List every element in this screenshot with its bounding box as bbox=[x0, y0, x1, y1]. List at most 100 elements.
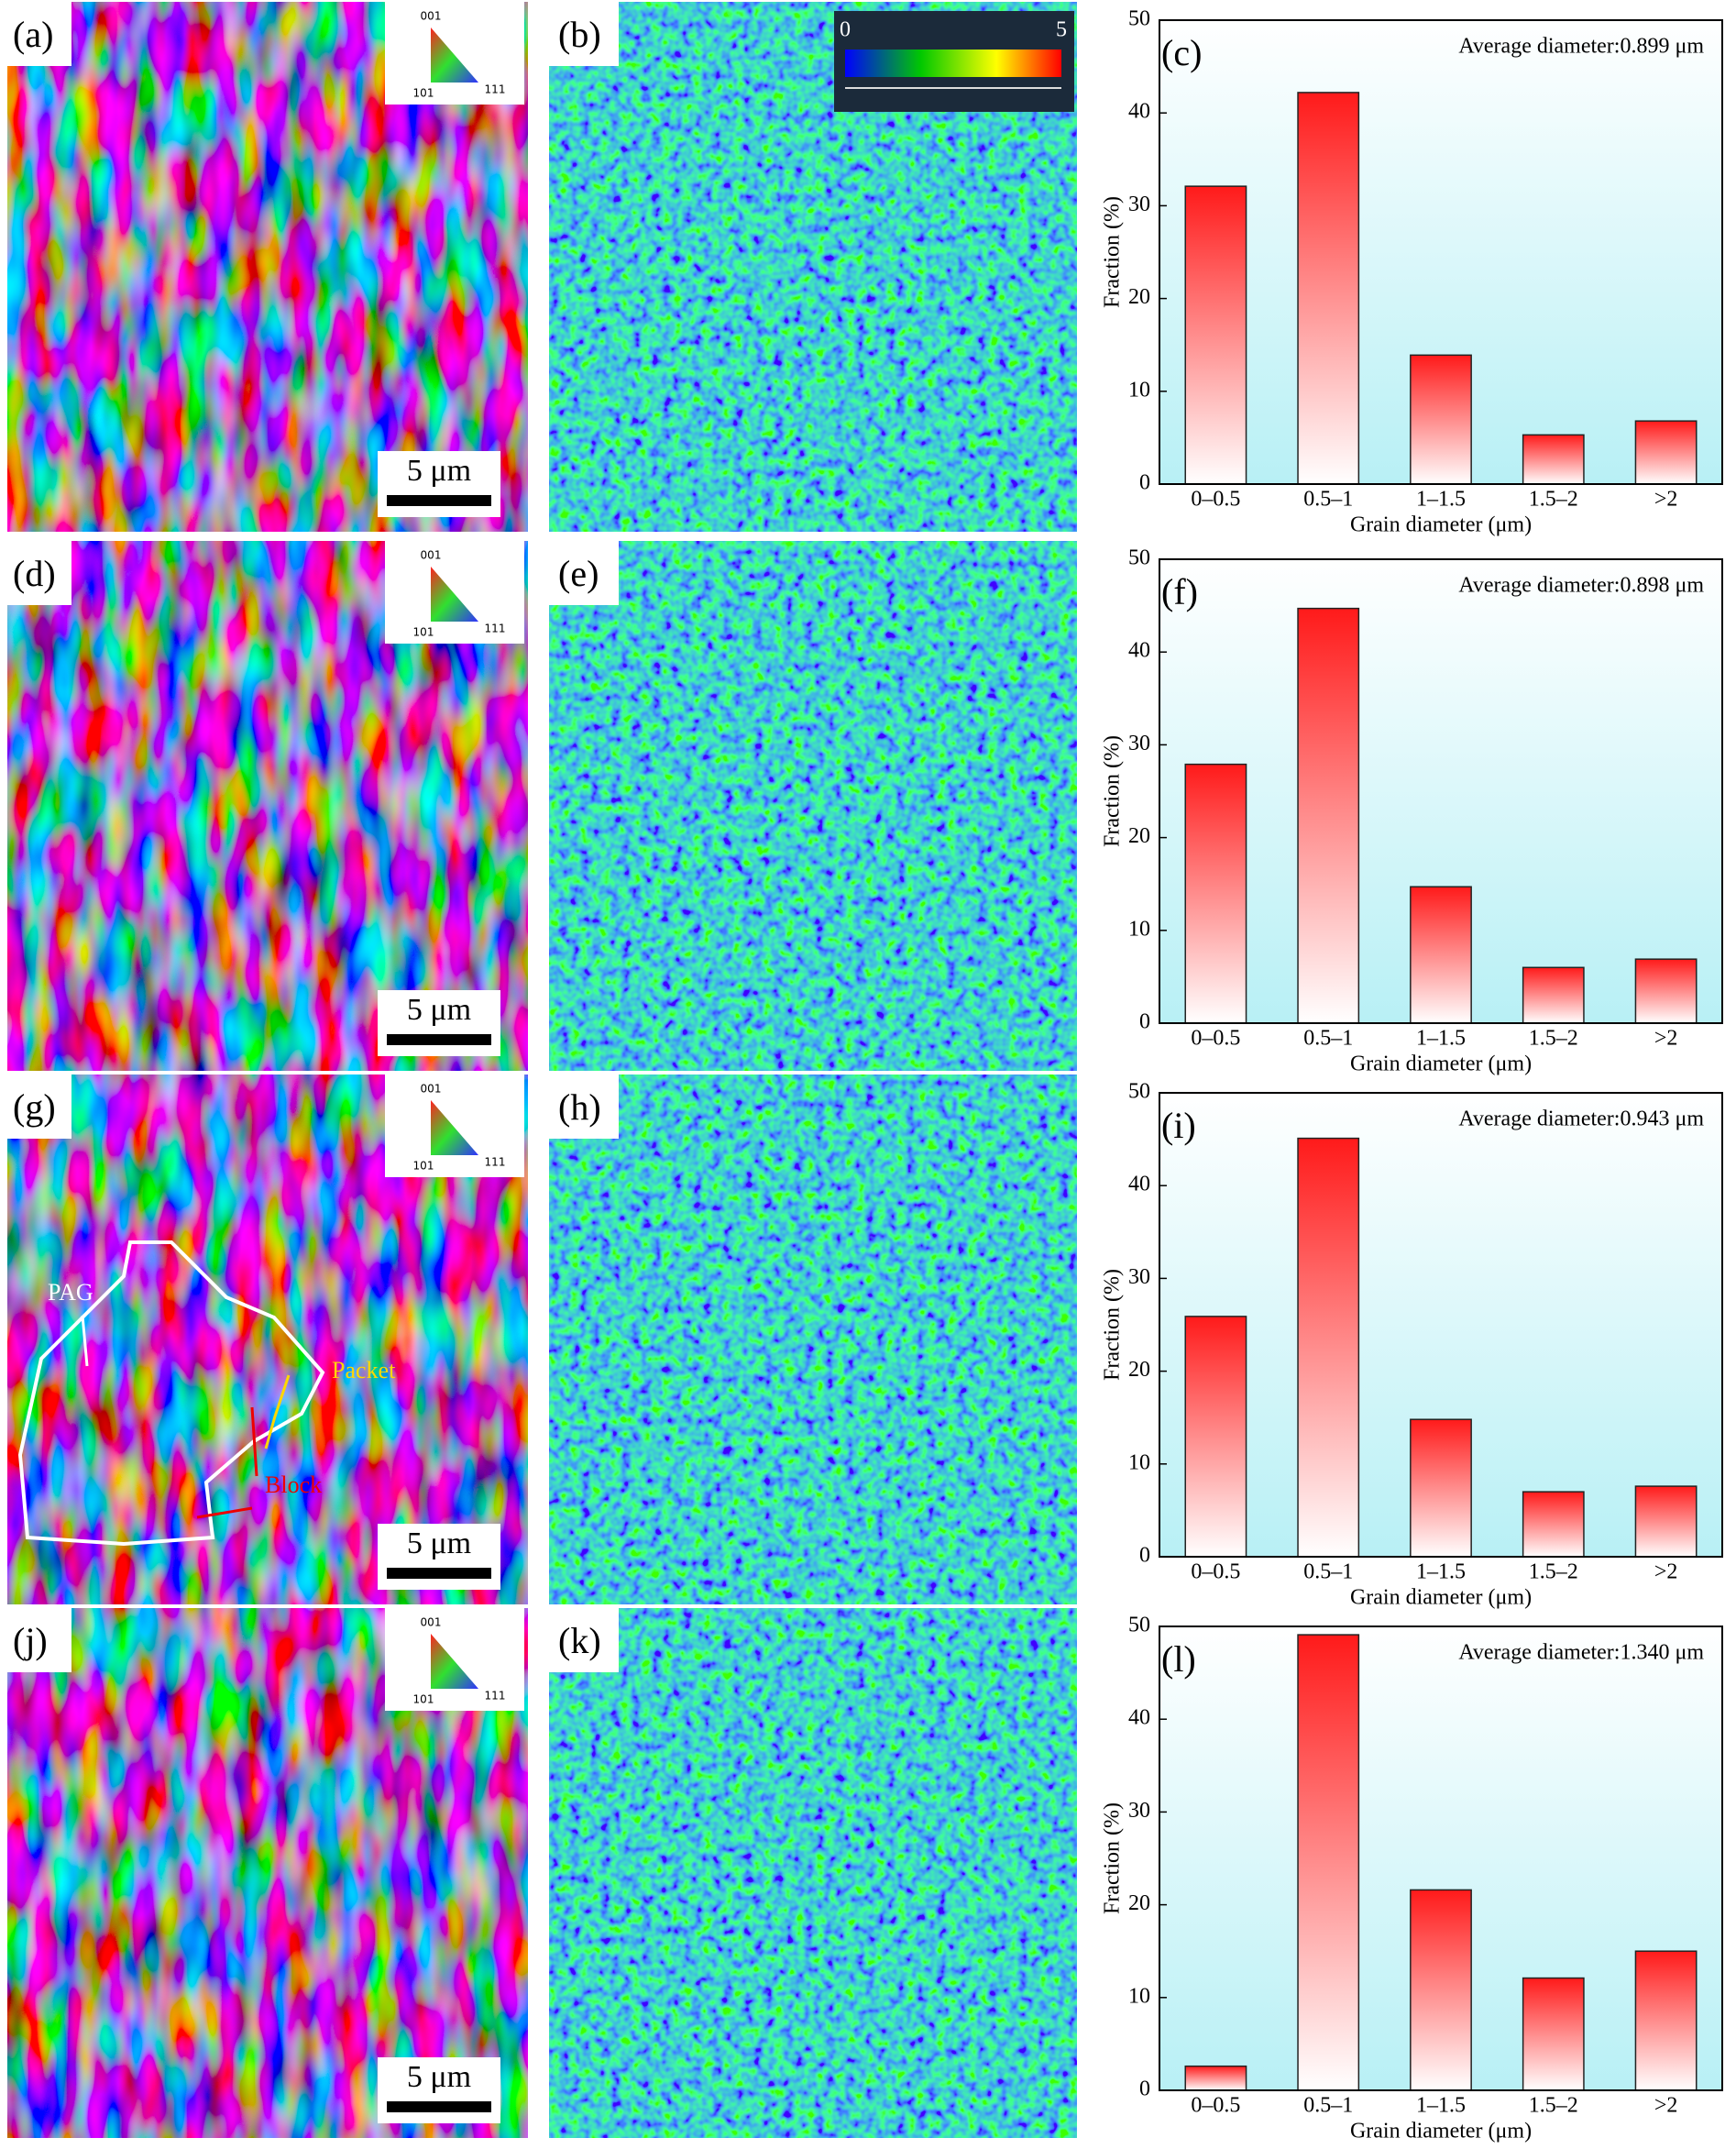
x-tick-label: 0–0.5 bbox=[1191, 2094, 1240, 2118]
label-box bbox=[7, 1608, 71, 1672]
ipf-legend-label: 001 bbox=[421, 549, 442, 562]
x-tick-label: 0.5–1 bbox=[1303, 2094, 1353, 2118]
ipf-legend-label: 111 bbox=[485, 1156, 506, 1169]
bar bbox=[1522, 1491, 1585, 1558]
ipf-legend-label: 101 bbox=[413, 87, 434, 100]
y-tick-label: 30 bbox=[1128, 732, 1150, 755]
ipf-legend-label: 001 bbox=[421, 10, 442, 23]
block-label: Block bbox=[265, 1471, 322, 1498]
bar bbox=[1634, 1950, 1698, 2091]
x-tick-label: >2 bbox=[1654, 1027, 1678, 1051]
ipf-legend-box bbox=[385, 1074, 524, 1177]
y-tick-label: 40 bbox=[1128, 1706, 1150, 1730]
label-box bbox=[7, 2, 71, 66]
panel-label: (e) bbox=[558, 553, 599, 594]
packet-outline bbox=[264, 1374, 291, 1449]
kam-map bbox=[549, 541, 1077, 1071]
label-box bbox=[7, 541, 71, 605]
block-arrow bbox=[250, 1406, 258, 1477]
ipf-legend-box bbox=[385, 541, 524, 644]
x-tick-label: 1.5–2 bbox=[1529, 2094, 1578, 2118]
ipf-triangle bbox=[431, 28, 478, 83]
bar bbox=[1297, 607, 1360, 1024]
y-tick-label: 50 bbox=[1128, 1614, 1150, 1637]
annotation: Average diameter:0.898 μm bbox=[1458, 574, 1704, 598]
panel-label: (j) bbox=[13, 1620, 48, 1661]
ipf-legend-label: 111 bbox=[485, 623, 506, 635]
panel-label: (i) bbox=[1161, 1105, 1196, 1146]
panel-label: (a) bbox=[13, 14, 53, 55]
x-axis-label: Grain diameter (μm) bbox=[1350, 1052, 1532, 1076]
panel-label: (c) bbox=[1161, 32, 1202, 73]
bar bbox=[1297, 1634, 1360, 2091]
charts: 0 10 20 30 40 50 0–0.5 0.5–1 1–1.5 1.5–2 >2 Grain d… bbox=[1101, 7, 1723, 2143]
bar bbox=[1522, 434, 1585, 485]
bar bbox=[1184, 1316, 1247, 1558]
ipf-legend-label: 101 bbox=[413, 1693, 434, 1706]
scale-bar bbox=[387, 495, 491, 506]
y-tick-label: 20 bbox=[1128, 1891, 1150, 1915]
y-tick-label: 0 bbox=[1139, 1544, 1150, 1568]
bar-chart: 0 10 20 30 40 50 0–0.5 0.5–1 1–1.5 1.5–2 >2 Grain d… bbox=[1101, 7, 1723, 537]
block-arrow bbox=[196, 1506, 253, 1519]
annotation: Average diameter:0.899 μm bbox=[1458, 35, 1704, 59]
x-tick-label: 1–1.5 bbox=[1416, 2094, 1466, 2118]
panel-label: (k) bbox=[558, 1620, 601, 1661]
bar bbox=[1634, 420, 1698, 485]
ipf-legend-label: 111 bbox=[485, 83, 506, 96]
x-tick-label: 0–0.5 bbox=[1191, 488, 1240, 512]
panel-label: (b) bbox=[558, 14, 601, 55]
annotation: Average diameter:1.340 μm bbox=[1458, 1641, 1704, 1665]
x-tick-label: 0–0.5 bbox=[1191, 1560, 1240, 1584]
ipf-legend-label: 101 bbox=[413, 1160, 434, 1173]
bar-chart: 0 10 20 30 40 50 0–0.5 0.5–1 1–1.5 1.5–2 >2 Grain d… bbox=[1101, 1614, 1723, 2143]
label-box bbox=[549, 1608, 619, 1672]
bar bbox=[1634, 1485, 1698, 1558]
y-tick-label: 10 bbox=[1128, 1984, 1150, 2008]
bar-chart: 0 10 20 30 40 50 0–0.5 0.5–1 1–1.5 1.5–2 >2 Grain d… bbox=[1101, 546, 1723, 1076]
y-tick-label: 40 bbox=[1128, 1173, 1150, 1196]
label-box bbox=[7, 1074, 71, 1139]
y-tick-label: 30 bbox=[1128, 1265, 1150, 1289]
y-tick-label: 50 bbox=[1128, 546, 1150, 570]
scale-bar bbox=[387, 2101, 491, 2112]
y-tick-label: 40 bbox=[1128, 639, 1150, 663]
x-axis-label: Grain diameter (μm) bbox=[1350, 513, 1532, 537]
plot-frame bbox=[1159, 19, 1723, 485]
panel-label: (l) bbox=[1161, 1638, 1196, 1680]
bar bbox=[1410, 354, 1472, 485]
x-tick-label: 1.5–2 bbox=[1529, 1560, 1578, 1584]
annotation: Average diameter:0.943 μm bbox=[1458, 1108, 1704, 1131]
scale-bar-label: 5 μm bbox=[407, 454, 471, 488]
x-tick-label: 1.5–2 bbox=[1529, 488, 1578, 512]
panel-label: (f) bbox=[1161, 571, 1198, 612]
pag-label: PAG bbox=[48, 1279, 93, 1306]
bar bbox=[1634, 958, 1698, 1024]
x-axis-label: Grain diameter (μm) bbox=[1350, 1586, 1532, 1610]
y-tick-label: 50 bbox=[1128, 1080, 1150, 1104]
bar bbox=[1410, 886, 1472, 1024]
packet-label: Packet bbox=[332, 1357, 396, 1383]
bar bbox=[1184, 185, 1247, 485]
scale-bar-label: 5 μm bbox=[407, 2060, 471, 2094]
x-tick-label: 0.5–1 bbox=[1303, 1560, 1353, 1584]
x-tick-label: 0.5–1 bbox=[1303, 488, 1353, 512]
ipf-triangle bbox=[431, 1634, 478, 1689]
x-tick-label: 1–1.5 bbox=[1416, 1027, 1466, 1051]
ipf-legend-label: 101 bbox=[413, 626, 434, 639]
ipf-triangle bbox=[431, 567, 478, 622]
y-axis-label: Fraction (%) bbox=[1101, 196, 1125, 308]
region-annotations: PAG Packet Block bbox=[17, 1240, 396, 1547]
y-tick-label: 20 bbox=[1128, 1358, 1150, 1382]
pag-outline bbox=[17, 1240, 325, 1547]
x-tick-label: >2 bbox=[1654, 488, 1678, 512]
y-tick-label: 30 bbox=[1128, 193, 1150, 216]
bar bbox=[1184, 2065, 1247, 2091]
y-tick-label: 10 bbox=[1128, 1450, 1150, 1474]
kam-map bbox=[549, 1074, 1077, 1604]
y-tick-label: 0 bbox=[1139, 2077, 1150, 2101]
x-tick-label: >2 bbox=[1654, 1560, 1678, 1584]
y-axis-label: Fraction (%) bbox=[1101, 735, 1125, 847]
plot-frame bbox=[1159, 1092, 1723, 1558]
